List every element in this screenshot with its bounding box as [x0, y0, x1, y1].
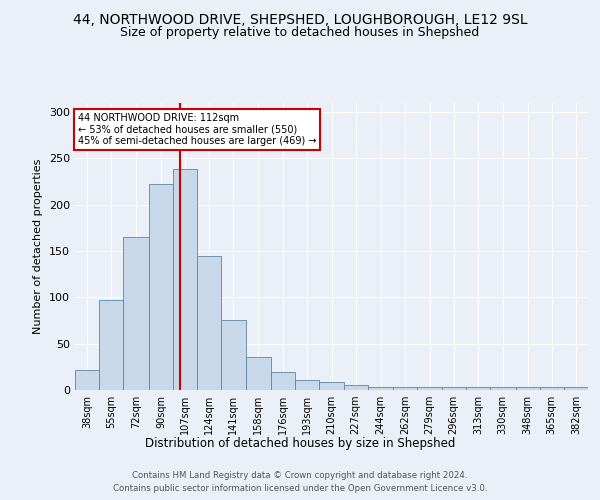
Bar: [564, 387, 588, 390]
Bar: [466, 387, 490, 390]
Bar: [173, 170, 197, 390]
Text: Contains public sector information licensed under the Open Government Licence v3: Contains public sector information licen…: [113, 484, 487, 493]
Bar: [197, 256, 221, 390]
Bar: [368, 387, 394, 390]
Bar: [418, 387, 442, 390]
Bar: [515, 387, 539, 390]
Text: 44 NORTHWOOD DRIVE: 112sqm
← 53% of detached houses are smaller (550)
45% of sem: 44 NORTHWOOD DRIVE: 112sqm ← 53% of deta…: [78, 112, 316, 146]
Bar: [221, 320, 245, 390]
Bar: [539, 387, 564, 390]
Text: Distribution of detached houses by size in Shepshed: Distribution of detached houses by size …: [145, 438, 455, 450]
Bar: [124, 237, 149, 390]
Bar: [344, 386, 368, 390]
Bar: [442, 387, 466, 390]
Bar: [490, 387, 515, 390]
Text: Size of property relative to detached houses in Shepshed: Size of property relative to detached ho…: [121, 26, 479, 39]
Bar: [295, 380, 319, 390]
Bar: [149, 184, 173, 390]
Bar: [394, 387, 418, 390]
Bar: [75, 370, 99, 390]
Text: Contains HM Land Registry data © Crown copyright and database right 2024.: Contains HM Land Registry data © Crown c…: [132, 471, 468, 480]
Bar: [99, 300, 124, 390]
Bar: [319, 382, 344, 390]
Bar: [245, 356, 271, 390]
Bar: [271, 372, 295, 390]
Y-axis label: Number of detached properties: Number of detached properties: [34, 158, 43, 334]
Text: 44, NORTHWOOD DRIVE, SHEPSHED, LOUGHBOROUGH, LE12 9SL: 44, NORTHWOOD DRIVE, SHEPSHED, LOUGHBORO…: [73, 12, 527, 26]
